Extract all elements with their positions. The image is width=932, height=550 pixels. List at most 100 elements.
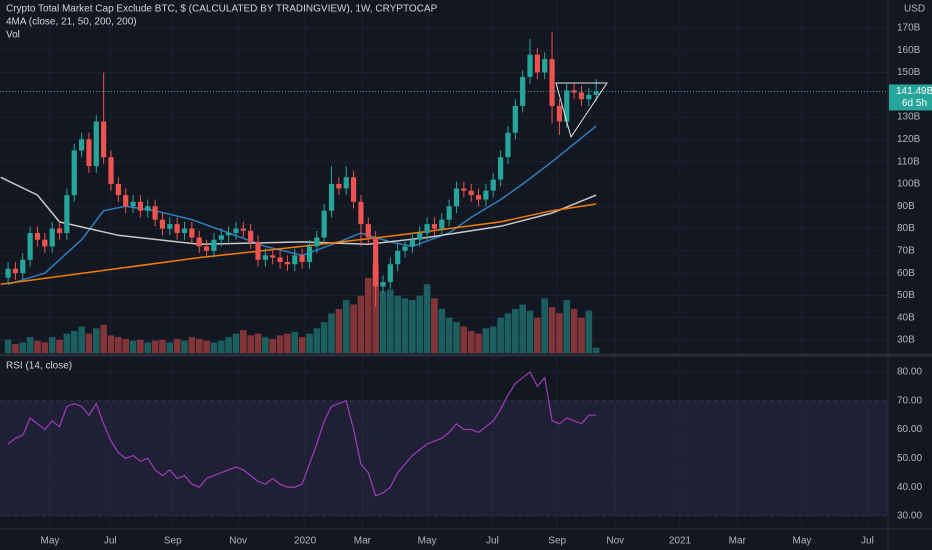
triangle-drawing bbox=[555, 82, 608, 139]
x-tick-label: Jul bbox=[486, 536, 499, 547]
x-tick-label: May bbox=[793, 536, 812, 547]
candle-body bbox=[292, 255, 298, 265]
moving-average-line bbox=[7, 125, 597, 286]
y-tick-label: 150B bbox=[897, 67, 921, 78]
candle-body bbox=[167, 224, 173, 229]
x-tick-label: Jul bbox=[104, 536, 117, 547]
candle-body bbox=[424, 224, 430, 234]
candle-body bbox=[373, 237, 379, 287]
volume-bar bbox=[453, 322, 460, 353]
candle-body bbox=[196, 237, 202, 247]
volume-bar bbox=[298, 337, 306, 353]
rsi-title: RSI (14, close) bbox=[6, 361, 72, 372]
volume-label: Vol bbox=[6, 30, 20, 41]
y-tick-label: 30B bbox=[897, 335, 915, 346]
y-tick-label: 130B bbox=[897, 112, 921, 123]
candle-body bbox=[556, 105, 563, 122]
x-tick-label: Sep bbox=[164, 536, 182, 547]
candle-body bbox=[534, 54, 540, 73]
volume-bar bbox=[203, 340, 210, 353]
volume-bar bbox=[548, 307, 556, 353]
y-tick-label: 30.00 bbox=[897, 511, 922, 522]
plot bbox=[0, 32, 888, 497]
volume-bar bbox=[563, 300, 571, 353]
volume-bar bbox=[445, 317, 453, 353]
candle-body bbox=[431, 224, 438, 229]
candle-body bbox=[233, 228, 239, 234]
moving-average-line bbox=[0, 203, 597, 286]
candle-body bbox=[211, 239, 217, 251]
y-tick-label: 60.00 bbox=[897, 424, 922, 435]
candle-body bbox=[593, 91, 599, 95]
volume-bar bbox=[144, 342, 152, 353]
volume-bar bbox=[504, 313, 512, 353]
candle-body bbox=[571, 90, 577, 93]
candle-body bbox=[203, 246, 210, 251]
volume-bar bbox=[269, 338, 277, 353]
last-price-label: 141.49B bbox=[896, 86, 932, 97]
candle-body bbox=[475, 195, 482, 200]
pattern-drawing bbox=[555, 82, 608, 139]
volume-bar bbox=[254, 333, 262, 353]
volume-bar bbox=[379, 291, 387, 353]
volume-bar bbox=[217, 340, 225, 353]
x-tick-label: 2020 bbox=[294, 536, 317, 547]
candle-body bbox=[387, 264, 393, 283]
volume-bar bbox=[541, 298, 549, 353]
volume-bar bbox=[225, 337, 232, 353]
candle-body bbox=[409, 239, 415, 247]
x-tick-label: 2021 bbox=[669, 536, 692, 547]
y-tick-label: 110B bbox=[897, 156, 920, 167]
y-tick-label: 70.00 bbox=[897, 395, 922, 406]
currency-box bbox=[900, 3, 922, 15]
x-tick-label: Jul bbox=[861, 536, 874, 547]
x-tick-label: Nov bbox=[229, 536, 247, 547]
candle-body bbox=[5, 268, 11, 278]
countdown-label: 6d 5h bbox=[902, 98, 927, 109]
labels: May Jul Sep Nov 2020 Mar May Jul Sep Nov 2021 Mar Ma… bbox=[41, 23, 932, 547]
candle-body bbox=[27, 233, 33, 260]
y-tick-label: 90B bbox=[897, 201, 915, 212]
y-tick-label: 160B bbox=[897, 45, 921, 56]
candle-body bbox=[343, 177, 349, 189]
candle-body bbox=[49, 228, 55, 247]
volume-bar bbox=[409, 300, 416, 353]
volume-bar bbox=[173, 338, 181, 353]
candle-body bbox=[564, 90, 570, 122]
candle-body bbox=[417, 233, 423, 240]
chart-title: Crypto Total Market Cap Exclude BTC, $ (… bbox=[6, 4, 438, 15]
volume-bar bbox=[489, 326, 497, 353]
y-tick-label: 120B bbox=[897, 134, 921, 145]
candle-body bbox=[64, 195, 70, 234]
candle-body bbox=[380, 282, 386, 287]
candle-body bbox=[328, 183, 335, 211]
volume-bar bbox=[41, 342, 49, 353]
volume-bar bbox=[313, 328, 321, 353]
volume-bar bbox=[34, 340, 41, 353]
volume-bar bbox=[181, 340, 188, 353]
volume-bar bbox=[48, 337, 56, 353]
y-tick-label: 80.00 bbox=[897, 367, 922, 378]
candle-body bbox=[542, 59, 548, 73]
volume-bar bbox=[482, 328, 490, 353]
candle-body bbox=[42, 239, 48, 247]
volume-bar bbox=[592, 347, 600, 353]
volume-bar bbox=[276, 335, 284, 353]
candle-body bbox=[549, 59, 555, 106]
volume-bar bbox=[107, 335, 115, 353]
y-tick-label: 80B bbox=[897, 223, 915, 234]
candle-body bbox=[174, 224, 180, 234]
candle-body bbox=[71, 150, 77, 196]
volume-bar bbox=[247, 335, 254, 353]
candle-body bbox=[262, 255, 268, 260]
volume-bar bbox=[188, 337, 196, 353]
volume-bar bbox=[306, 333, 313, 353]
candle-body bbox=[365, 224, 371, 238]
volume-bar bbox=[475, 333, 482, 353]
volume-bar bbox=[519, 304, 526, 353]
last-price-box bbox=[889, 84, 932, 111]
candle-body bbox=[181, 228, 188, 234]
candle-body bbox=[123, 195, 129, 207]
